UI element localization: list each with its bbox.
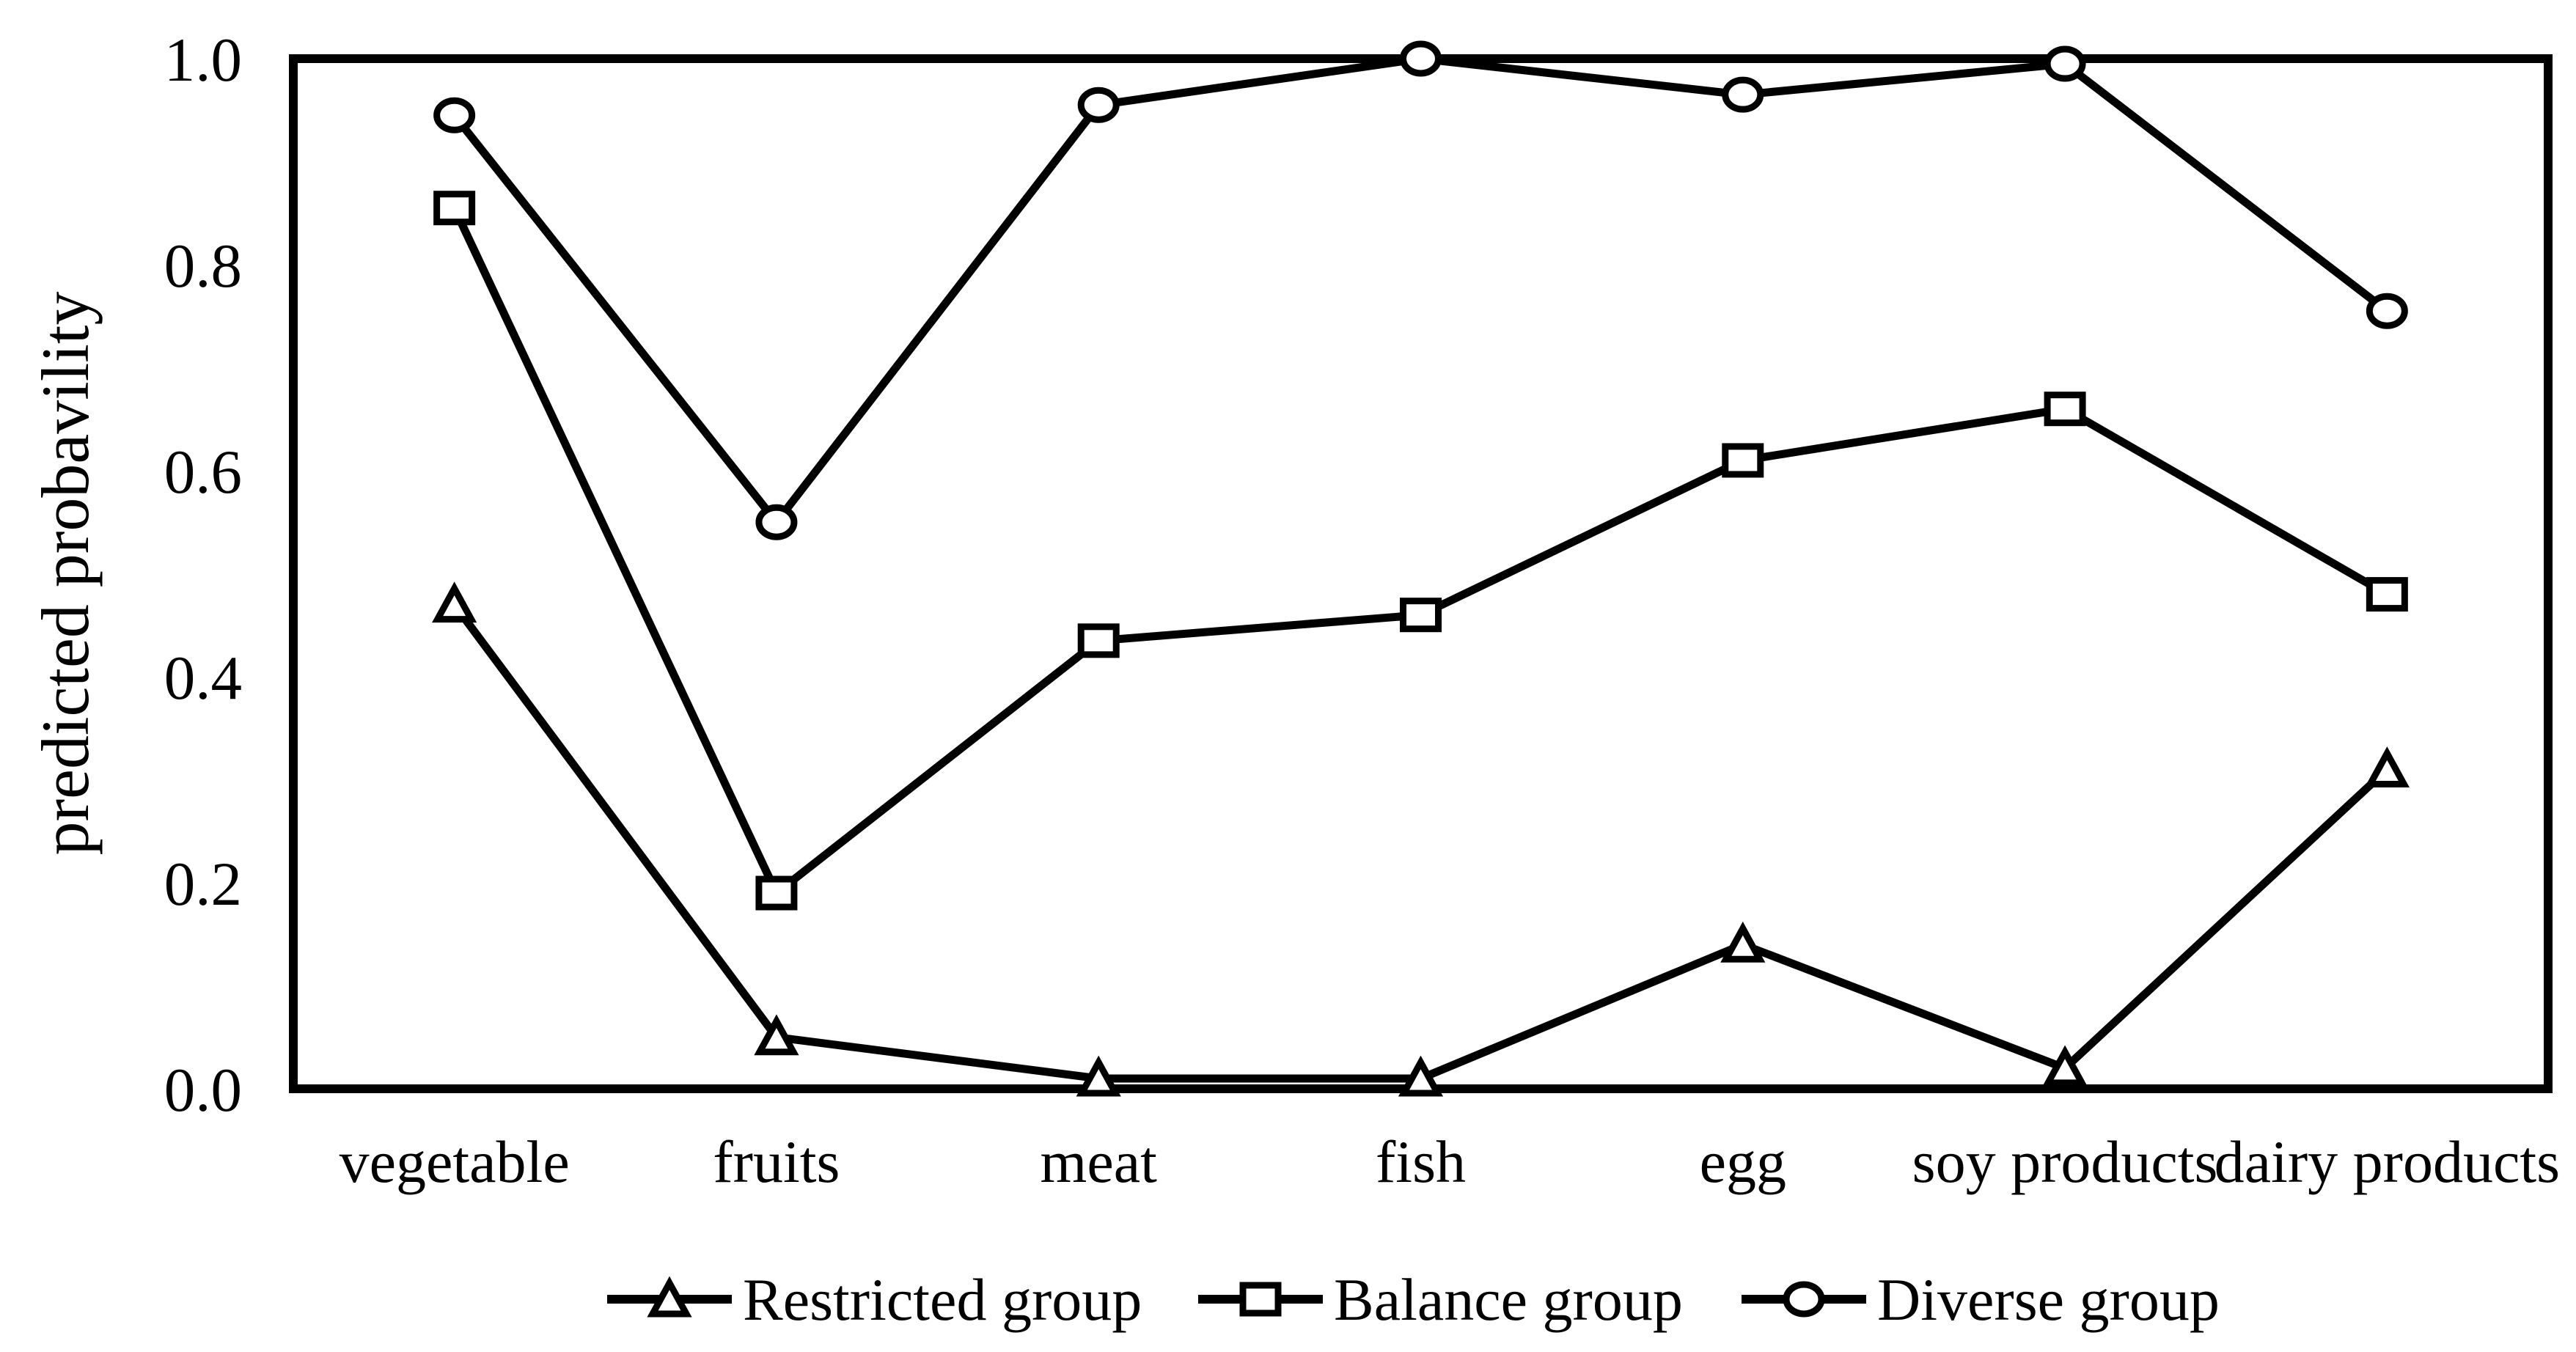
square-marker: [1400, 598, 1442, 633]
y-tick-label: 0.4: [164, 644, 242, 713]
y-tick-label: 0.6: [164, 438, 242, 507]
x-category-label: fish: [1376, 1128, 1466, 1195]
square-marker: [755, 875, 798, 911]
circle-marker: [1783, 1281, 1825, 1318]
y-tick-label: 1.0: [164, 26, 242, 95]
triangle-marker: [1398, 1055, 1444, 1097]
square-marker: [433, 191, 476, 226]
circle-marker: [2044, 45, 2086, 82]
legend-label: Diverse group: [1877, 1266, 2220, 1333]
x-category-label: egg: [1700, 1128, 1786, 1195]
legend-label: Restricted group: [743, 1266, 1142, 1333]
y-tick-label: 0.8: [164, 232, 242, 301]
triangle-marker: [754, 1014, 799, 1056]
series-line: [451, 54, 2390, 529]
square-marker: [2366, 577, 2408, 612]
circle-marker: [1722, 76, 1764, 113]
circle-marker: [433, 97, 476, 133]
triangle-marker: [1076, 1055, 1121, 1097]
square-marker: [1722, 443, 1764, 478]
triangle-marker: [2042, 1045, 2088, 1087]
series-line: [451, 602, 2390, 1083]
series-diverse-group: [433, 40, 2408, 540]
x-category-label: vegetable: [340, 1128, 570, 1195]
x-category-label: dairy products: [2214, 1128, 2560, 1195]
series-line: [450, 206, 2390, 900]
y-axis-tick-labels: 0.0 0.2 0.4 0.6 0.8 1.0: [164, 26, 242, 1125]
circle-marker: [1400, 40, 1442, 77]
triangle-marker: [432, 581, 477, 623]
data-series: [432, 40, 2410, 1097]
triangle-marker: [647, 1276, 692, 1318]
legend-item-restricted-group: Restricted group: [607, 1266, 1142, 1333]
series-restricted-group: [432, 581, 2410, 1097]
y-axis-title: predicted probavility: [28, 292, 103, 856]
x-axis-category-labels: vegetable fruits meat fish egg soy productsda…: [340, 1128, 2560, 1195]
y-tick-label: 0.2: [164, 850, 242, 919]
circle-marker: [1077, 87, 1120, 123]
triangle-marker: [2364, 746, 2410, 787]
x-category-label: soy products: [1912, 1128, 2218, 1195]
x-category-label: meat: [1041, 1128, 1158, 1195]
legend-item-balance-group: Balance group: [1198, 1266, 1683, 1333]
circle-marker: [2366, 293, 2408, 329]
legend-item-diverse-group: Diverse group: [1742, 1266, 2220, 1333]
square-marker: [1077, 623, 1120, 658]
triangle-marker: [1720, 921, 1766, 963]
square-marker: [1239, 1282, 1282, 1317]
square-marker: [2044, 392, 2086, 427]
y-tick-label: 0.0: [164, 1056, 242, 1125]
legend: Restricted group Balance group Diverse gro…: [607, 1266, 2220, 1333]
series-balance-group: [433, 191, 2408, 911]
x-category-label: fruits: [713, 1128, 840, 1195]
circle-marker: [755, 504, 798, 540]
legend-label: Balance group: [1334, 1266, 1683, 1333]
